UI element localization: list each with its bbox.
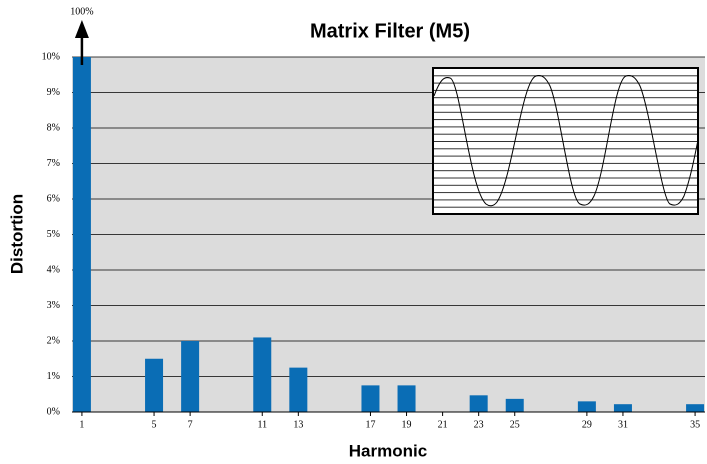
y-tick-label: 1% bbox=[47, 371, 60, 382]
bar bbox=[289, 367, 308, 412]
y-tick-label: 9% bbox=[47, 87, 60, 98]
value-label: 100% bbox=[70, 6, 93, 17]
x-tick-label: 7 bbox=[188, 419, 193, 430]
bar bbox=[181, 341, 200, 412]
bar bbox=[145, 358, 164, 412]
bar bbox=[577, 401, 596, 412]
bar bbox=[505, 398, 524, 412]
x-tick-label: 11 bbox=[257, 419, 267, 430]
bar bbox=[469, 395, 488, 412]
x-tick-label: 5 bbox=[152, 419, 157, 430]
x-tick-label: 1 bbox=[79, 419, 84, 430]
bar bbox=[72, 57, 91, 412]
bar bbox=[253, 337, 272, 412]
overflow-arrowhead bbox=[74, 20, 89, 38]
y-tick-label: 8% bbox=[47, 122, 60, 133]
y-tick-label: 7% bbox=[47, 158, 60, 169]
chart-title: Matrix Filter (M5) bbox=[310, 20, 470, 42]
x-tick-label: 35 bbox=[690, 419, 700, 430]
x-tick-label: 21 bbox=[438, 419, 448, 430]
y-tick-label: 3% bbox=[47, 300, 60, 311]
x-tick-label: 19 bbox=[402, 419, 412, 430]
y-tick-label: 4% bbox=[47, 264, 60, 275]
x-tick-label: 31 bbox=[618, 419, 628, 430]
x-tick-label: 17 bbox=[365, 419, 375, 430]
y-tick-label: 5% bbox=[47, 229, 60, 240]
y-tick-label: 10% bbox=[42, 51, 60, 62]
y-tick-label: 0% bbox=[47, 406, 60, 417]
x-tick-label: 29 bbox=[582, 419, 592, 430]
x-tick-label: 25 bbox=[510, 419, 520, 430]
y-axis-label: Distortion bbox=[7, 194, 26, 274]
waveform-inset bbox=[432, 67, 699, 215]
bar bbox=[686, 404, 705, 412]
x-tick-label: 23 bbox=[474, 419, 484, 430]
x-tick-label: 13 bbox=[293, 419, 303, 430]
y-tick-label: 6% bbox=[47, 193, 60, 204]
bar bbox=[361, 385, 380, 412]
bar bbox=[613, 404, 632, 412]
x-axis-label: Harmonic bbox=[349, 441, 427, 460]
bar bbox=[397, 385, 416, 412]
y-tick-label: 2% bbox=[47, 335, 60, 346]
